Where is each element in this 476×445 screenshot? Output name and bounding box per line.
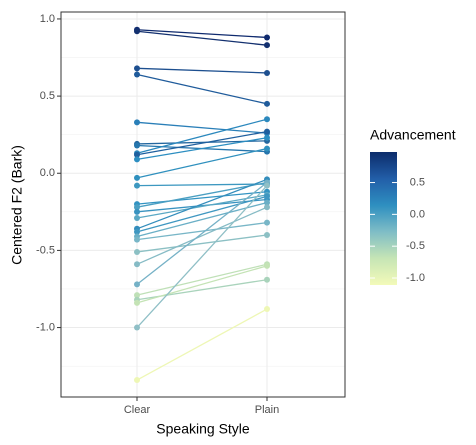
point: [134, 208, 140, 215]
x-axis-label: Speaking Style: [156, 421, 250, 437]
slope-line: [136, 118, 268, 154]
point: [134, 28, 140, 35]
slope-line: [136, 178, 268, 230]
point: [134, 156, 140, 163]
point: [264, 199, 270, 206]
colorbar-label: -0.5: [406, 240, 425, 252]
point: [134, 71, 140, 78]
slope-line: [136, 308, 268, 381]
point: [264, 204, 270, 211]
y-tick-label: 0.0: [40, 167, 55, 179]
slope-line: [136, 121, 268, 134]
slope-line: [136, 185, 268, 328]
y-tick-label: 1.0: [40, 13, 55, 25]
slope-line: [136, 147, 268, 179]
slope-line: [136, 191, 268, 205]
slope-line: [136, 67, 268, 74]
slope-line: [136, 73, 268, 105]
slope-line: [136, 221, 268, 241]
y-tick-label: -1.0: [36, 321, 55, 333]
point: [134, 215, 140, 222]
point: [134, 119, 140, 126]
point: [264, 231, 270, 238]
colorbar: [370, 152, 397, 285]
y-tick-label: 0.5: [40, 90, 55, 102]
slope-line: [136, 201, 268, 238]
slope-line: [136, 183, 268, 187]
point: [134, 377, 140, 384]
slope-line: [136, 263, 268, 296]
slope-line: [136, 137, 268, 161]
point: [264, 276, 270, 283]
point: [134, 65, 140, 72]
point: [134, 292, 140, 299]
point: [264, 219, 270, 226]
point: [264, 182, 270, 189]
slope-line: [136, 234, 268, 253]
slope-line: [136, 195, 268, 233]
colorbar-label: -1.0: [406, 272, 425, 284]
y-axis-label: Centered F2 (Bark): [9, 145, 25, 265]
point: [264, 193, 270, 200]
point: [134, 142, 140, 149]
point: [264, 145, 270, 152]
point: [134, 299, 140, 306]
x-tick-label: Plain: [255, 404, 279, 416]
point: [264, 69, 270, 76]
point: [134, 236, 140, 243]
x-tick-label: Clear: [124, 404, 151, 416]
point: [264, 116, 270, 123]
point: [264, 100, 270, 107]
slope-line: [136, 265, 268, 304]
point: [134, 204, 140, 211]
point: [264, 34, 270, 41]
point: [264, 128, 270, 135]
slope-line: [136, 206, 268, 265]
panel-border: [60, 11, 346, 398]
y-tick-label: -0.5: [36, 244, 55, 256]
slope-line: [136, 181, 268, 208]
point: [134, 261, 140, 268]
slope-line: [136, 181, 268, 285]
point: [264, 262, 270, 269]
slope-line: [136, 130, 268, 156]
point: [134, 174, 140, 181]
point: [134, 281, 140, 288]
colorbar-label: 0.5: [410, 176, 425, 188]
slope-line: [136, 198, 268, 213]
point: [134, 248, 140, 255]
slope-line: [136, 30, 268, 46]
point: [264, 42, 270, 49]
legend-title: Advancement: [370, 127, 456, 143]
slope-line: [136, 29, 268, 39]
point: [134, 324, 140, 331]
colorbar-label: 0.0: [410, 208, 425, 220]
point: [134, 228, 140, 235]
point: [134, 151, 140, 158]
point: [264, 306, 270, 313]
point: [264, 134, 270, 141]
point: [134, 182, 140, 189]
